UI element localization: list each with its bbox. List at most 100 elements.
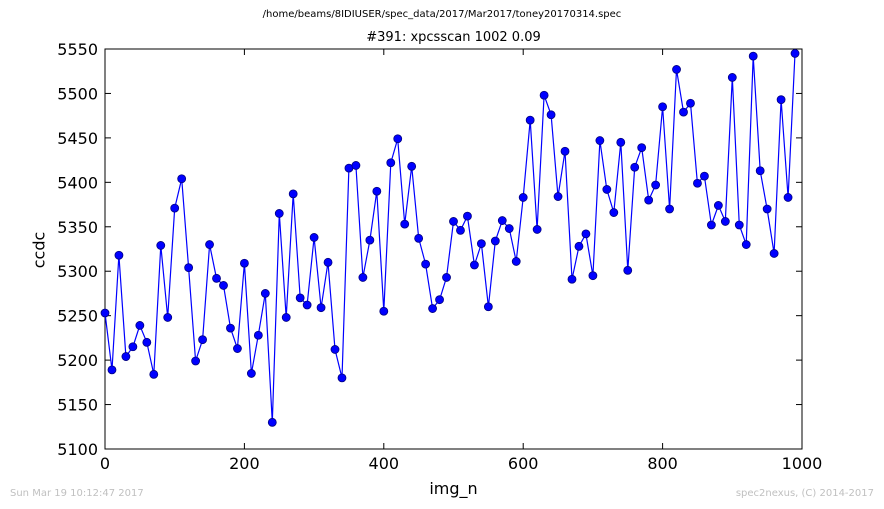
data-point xyxy=(602,185,612,194)
data-point xyxy=(302,300,312,310)
series-line xyxy=(104,53,796,423)
data-point xyxy=(351,161,361,170)
data-point xyxy=(142,337,152,347)
data-point xyxy=(421,259,431,269)
data-point xyxy=(449,217,458,226)
data-point xyxy=(769,249,779,258)
data-point xyxy=(595,136,605,145)
data-point xyxy=(337,373,347,383)
data-point xyxy=(281,313,291,322)
data-point xyxy=(177,174,187,184)
data-point xyxy=(567,274,577,284)
data-point xyxy=(323,257,333,267)
data-point xyxy=(518,193,528,202)
data-point xyxy=(128,342,138,352)
data-point xyxy=(504,224,514,233)
data-point xyxy=(539,90,549,100)
data-point xyxy=(226,323,235,333)
data-point xyxy=(442,273,451,282)
data-point xyxy=(706,220,716,230)
plot-frame xyxy=(104,48,803,450)
data-point xyxy=(358,273,368,282)
data-point xyxy=(463,211,472,221)
y-tick-label: 5100 xyxy=(57,440,98,459)
data-point xyxy=(783,193,793,202)
data-point xyxy=(393,134,403,144)
data-point xyxy=(100,308,110,318)
y-tick-label: 5300 xyxy=(57,262,98,281)
data-point xyxy=(651,180,661,190)
data-point xyxy=(316,303,326,313)
data-point xyxy=(330,345,340,354)
data-point xyxy=(525,115,535,125)
data-point xyxy=(163,313,173,322)
chart-title: #391: xpcsscan 1002 0.09 xyxy=(366,30,541,45)
data-point xyxy=(386,158,396,168)
data-point xyxy=(470,260,479,270)
data-point xyxy=(490,236,500,246)
data-point xyxy=(205,240,214,249)
data-point xyxy=(253,330,263,340)
data-point xyxy=(191,356,201,366)
data-point xyxy=(748,51,758,61)
x-tick-label: 800 xyxy=(647,454,678,473)
data-point xyxy=(637,143,647,153)
data-point xyxy=(107,365,117,375)
data-point xyxy=(741,240,751,249)
y-tick-label: 5250 xyxy=(57,307,98,326)
data-point xyxy=(755,166,765,176)
data-point xyxy=(734,220,744,230)
data-point xyxy=(623,265,633,275)
data-point xyxy=(497,216,507,225)
y-tick-label: 5200 xyxy=(57,351,98,370)
data-point xyxy=(511,257,521,266)
data-point xyxy=(616,137,626,147)
data-point xyxy=(246,369,256,378)
data-point xyxy=(776,95,786,105)
data-point xyxy=(762,204,772,214)
y-tick-label: 5400 xyxy=(57,173,98,192)
data-point xyxy=(679,107,688,117)
y-tick-label: 5500 xyxy=(57,84,98,103)
data-point xyxy=(184,263,194,273)
x-tick-label: 0 xyxy=(100,454,110,473)
x-tick-label: 400 xyxy=(369,454,400,473)
data-point xyxy=(407,161,417,171)
data-point xyxy=(135,321,145,330)
footer-timestamp: Sun Mar 19 10:12:47 2017 xyxy=(10,488,144,499)
data-point xyxy=(720,217,730,226)
x-axis-label: img_n xyxy=(429,479,478,498)
data-point xyxy=(365,235,375,245)
data-point xyxy=(219,281,228,290)
data-point xyxy=(239,258,249,268)
data-point xyxy=(121,352,131,361)
data-point xyxy=(156,241,166,250)
data-point xyxy=(309,233,319,242)
data-point xyxy=(553,192,563,201)
data-point xyxy=(267,417,277,427)
y-axis-label: ccdc xyxy=(29,231,49,269)
data-point xyxy=(532,225,542,234)
data-point xyxy=(630,162,640,172)
data-point xyxy=(727,73,737,82)
data-point xyxy=(400,219,410,229)
x-tick-label: 1000 xyxy=(782,454,823,473)
data-point xyxy=(372,186,382,196)
data-point xyxy=(379,306,389,316)
data-point xyxy=(713,201,723,210)
data-point xyxy=(114,250,124,260)
x-tick-label: 600 xyxy=(508,454,539,473)
data-point xyxy=(560,146,570,156)
data-point xyxy=(198,335,207,345)
file-path-header: /home/beams/8IDIUSER/spec_data/2017/Mar2… xyxy=(262,9,622,20)
data-point xyxy=(428,304,437,313)
data-point xyxy=(658,102,667,112)
data-point xyxy=(288,189,298,199)
data-point xyxy=(483,302,493,312)
data-point xyxy=(700,171,709,181)
data-point xyxy=(574,241,584,251)
y-tick-label: 5450 xyxy=(57,129,98,148)
data-point xyxy=(295,293,305,303)
data-point xyxy=(435,295,444,305)
